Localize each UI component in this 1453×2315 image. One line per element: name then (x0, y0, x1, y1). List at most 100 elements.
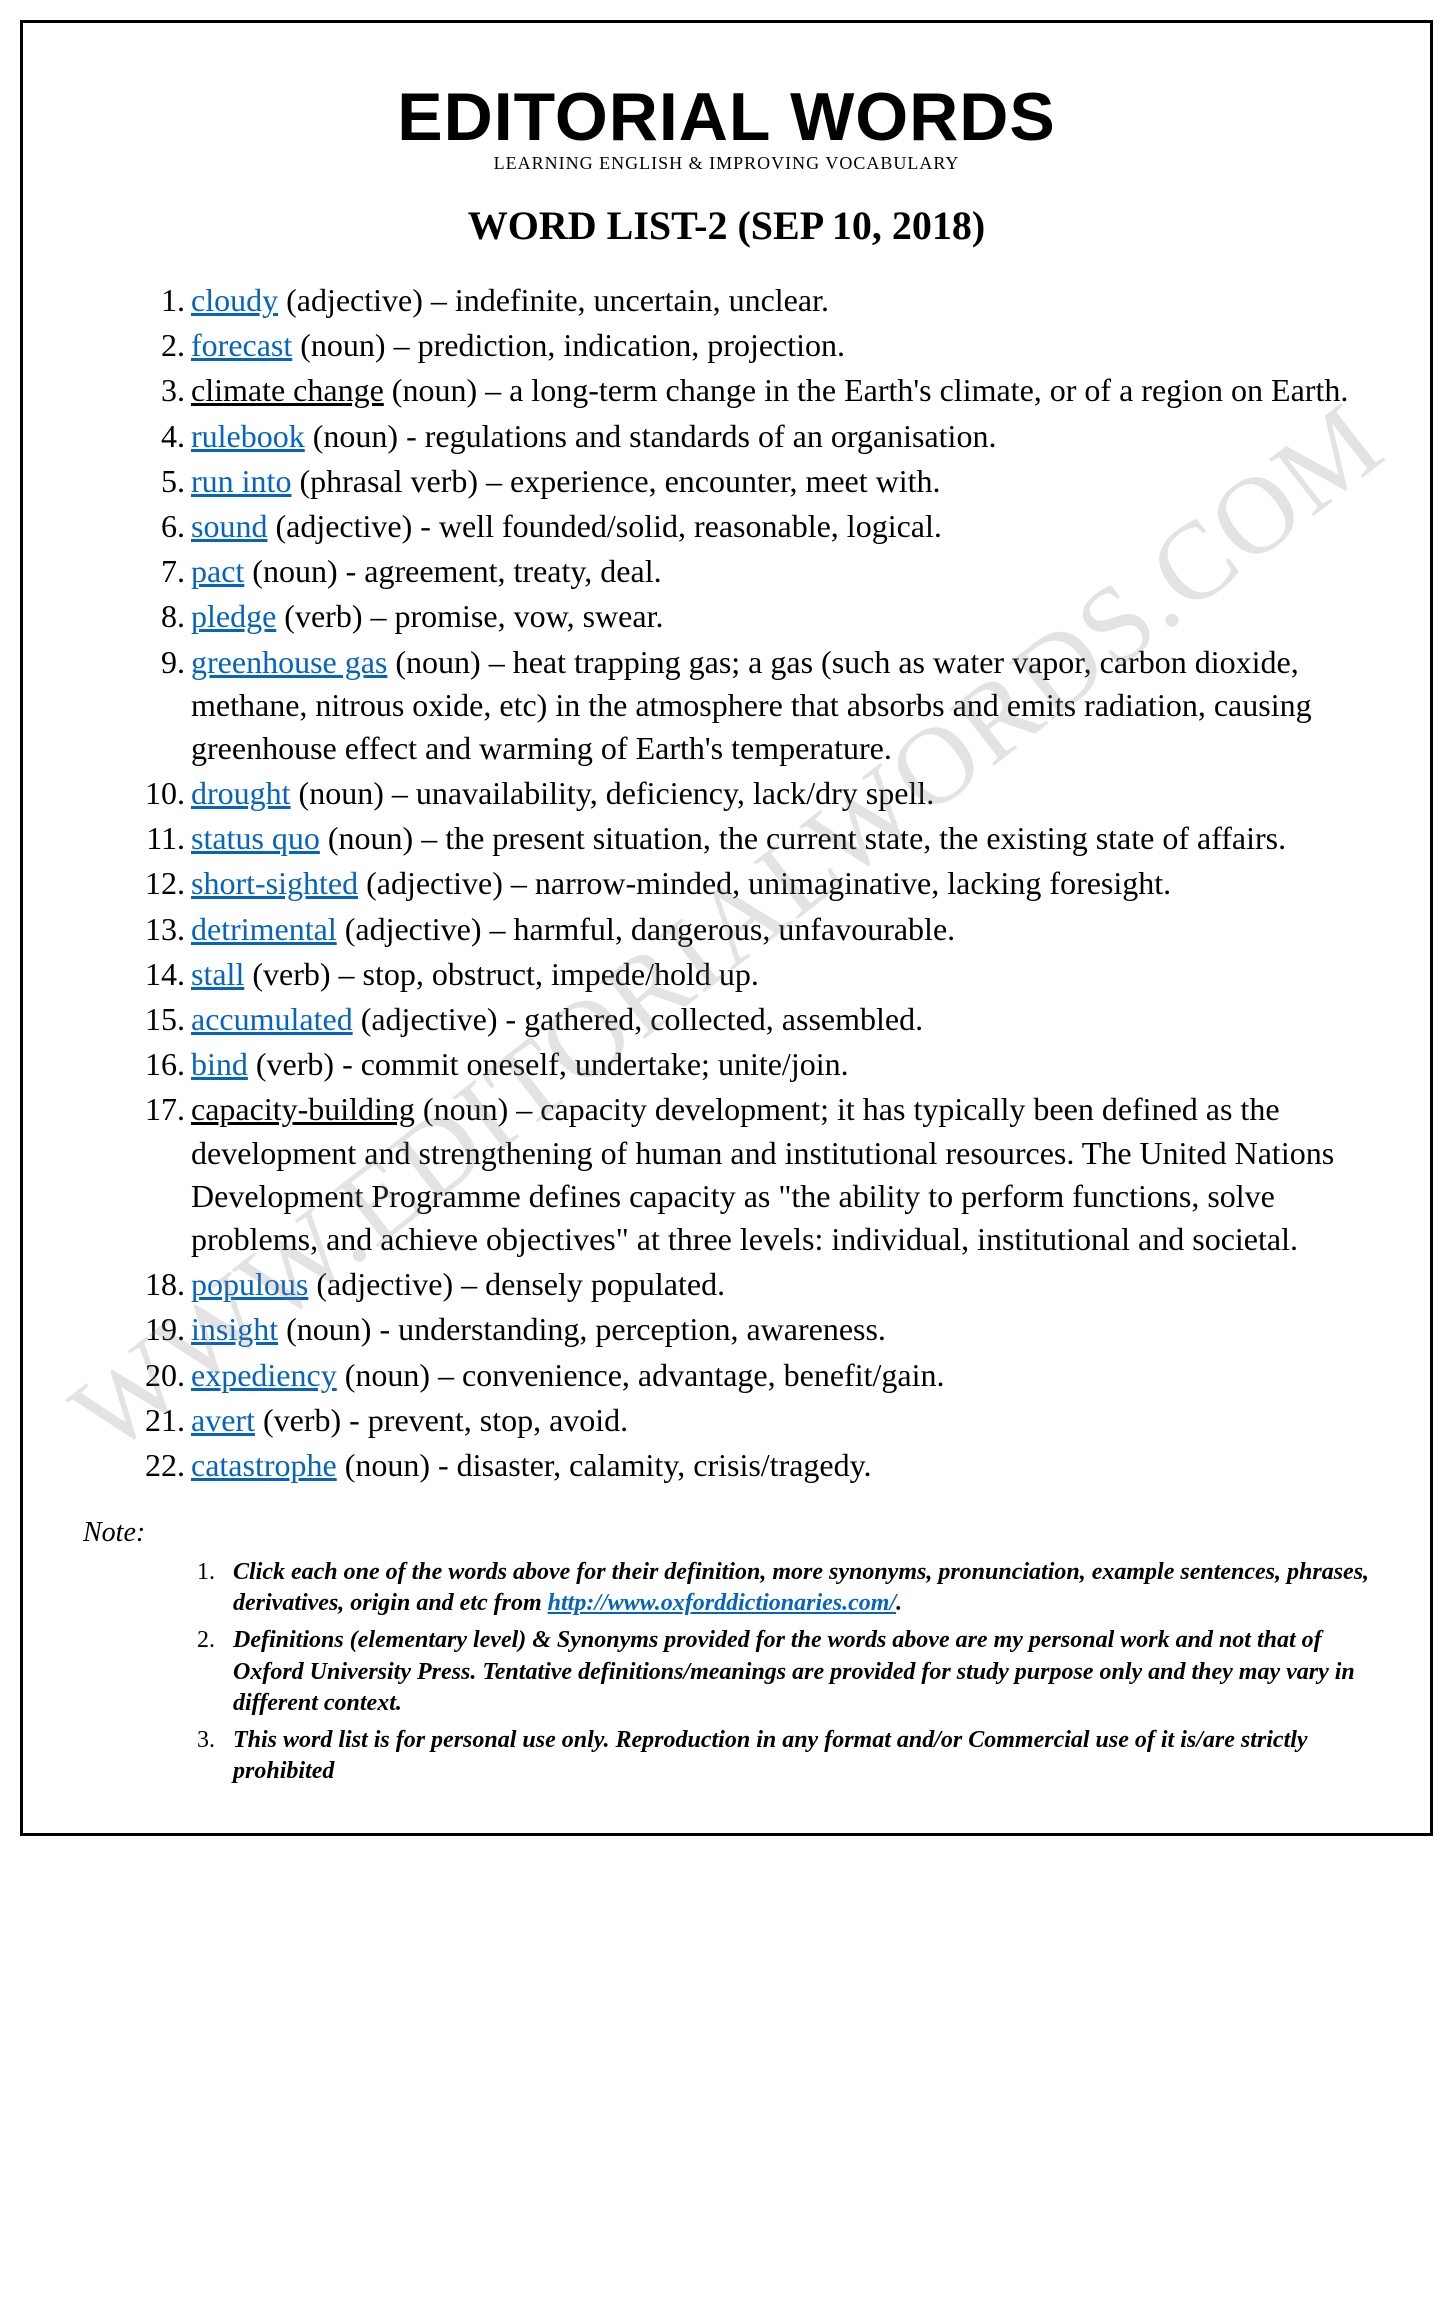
item-number: 20. (143, 1354, 191, 1397)
list-item: 18.populous (adjective) – densely popula… (143, 1263, 1380, 1306)
word-definition: (noun) – convenience, advantage, benefit… (337, 1357, 945, 1393)
item-content: capacity-building (noun) – capacity deve… (191, 1088, 1380, 1261)
item-number: 3. (143, 369, 191, 412)
note-number: 1. (193, 1557, 233, 1619)
list-item: 10.drought (noun) – unavailability, defi… (143, 772, 1380, 815)
word-definition: (adjective) – harmful, dangerous, unfavo… (337, 911, 955, 947)
item-number: 7. (143, 550, 191, 593)
list-item: 9.greenhouse gas (noun) – heat trapping … (143, 641, 1380, 771)
list-item: 5.run into (phrasal verb) – experience, … (143, 460, 1380, 503)
word-list: 1.cloudy (adjective) – indefinite, uncer… (143, 279, 1380, 1487)
word-term: capacity-building (191, 1091, 415, 1127)
word-term[interactable]: drought (191, 775, 291, 811)
list-item: 11.status quo (noun) – the present situa… (143, 817, 1380, 860)
word-definition: (noun) – the present situation, the curr… (320, 820, 1286, 856)
item-content: bind (verb) - commit oneself, undertake;… (191, 1043, 1380, 1086)
list-item: 16.bind (verb) - commit oneself, underta… (143, 1043, 1380, 1086)
word-term[interactable]: run into (191, 463, 291, 499)
item-content: run into (phrasal verb) – experience, en… (191, 460, 1380, 503)
word-term[interactable]: detrimental (191, 911, 337, 947)
item-content: cloudy (adjective) – indefinite, uncerta… (191, 279, 1380, 322)
item-content: avert (verb) - prevent, stop, avoid. (191, 1399, 1380, 1442)
item-number: 2. (143, 324, 191, 367)
word-definition: (phrasal verb) – experience, encounter, … (291, 463, 940, 499)
page-title: WORD LIST-2 (SEP 10, 2018) (73, 202, 1380, 249)
item-content: forecast (noun) – prediction, indication… (191, 324, 1380, 367)
word-definition: (noun) – unavailability, deficiency, lac… (291, 775, 935, 811)
note-content: Click each one of the words above for th… (233, 1557, 1380, 1619)
word-term[interactable]: cloudy (191, 282, 278, 318)
word-term[interactable]: bind (191, 1046, 248, 1082)
item-number: 17. (143, 1088, 191, 1261)
item-number: 16. (143, 1043, 191, 1086)
item-content: climate change (noun) – a long-term chan… (191, 369, 1380, 412)
word-definition: (adjective) - well founded/solid, reason… (267, 508, 941, 544)
word-definition: (noun) – a long-term change in the Earth… (384, 372, 1349, 408)
list-item: 15.accumulated (adjective) - gathered, c… (143, 998, 1380, 1041)
item-number: 4. (143, 415, 191, 458)
notes-list: 1.Click each one of the words above for … (193, 1557, 1380, 1787)
list-item: 19.insight (noun) - understanding, perce… (143, 1308, 1380, 1351)
header: EDITORIAL WORDS LEARNING ENGLISH & IMPRO… (73, 83, 1380, 249)
word-term[interactable]: insight (191, 1311, 278, 1347)
word-term[interactable]: catastrophe (191, 1447, 337, 1483)
item-content: catastrophe (noun) - disaster, calamity,… (191, 1444, 1380, 1487)
note-item: 2.Definitions (elementary level) & Synon… (193, 1625, 1380, 1719)
word-term[interactable]: short-sighted (191, 865, 358, 901)
list-item: 1.cloudy (adjective) – indefinite, uncer… (143, 279, 1380, 322)
note-content: This word list is for personal use only.… (233, 1725, 1380, 1787)
word-term[interactable]: populous (191, 1266, 308, 1302)
item-content: stall (verb) – stop, obstruct, impede/ho… (191, 953, 1380, 996)
note-item: 1.Click each one of the words above for … (193, 1557, 1380, 1619)
item-content: drought (noun) – unavailability, deficie… (191, 772, 1380, 815)
word-definition: (verb) – promise, vow, swear. (276, 598, 663, 634)
word-term[interactable]: greenhouse gas (191, 644, 387, 680)
item-content: sound (adjective) - well founded/solid, … (191, 505, 1380, 548)
word-term[interactable]: expediency (191, 1357, 337, 1393)
item-number: 10. (143, 772, 191, 815)
note-text: Definitions (elementary level) & Synonym… (233, 1627, 1355, 1715)
note-link[interactable]: http://www.oxforddictionaries.com/ (548, 1590, 896, 1616)
brand-tagline: LEARNING ENGLISH & IMPROVING VOCABULARY (73, 153, 1380, 174)
list-item: 14.stall (verb) – stop, obstruct, impede… (143, 953, 1380, 996)
item-number: 6. (143, 505, 191, 548)
note-number: 3. (193, 1725, 233, 1787)
item-number: 15. (143, 998, 191, 1041)
word-definition: (adjective) - gathered, collected, assem… (353, 1001, 923, 1037)
word-term[interactable]: accumulated (191, 1001, 353, 1037)
list-item: 12.short-sighted (adjective) – narrow-mi… (143, 862, 1380, 905)
word-definition: (verb) - commit oneself, undertake; unit… (248, 1046, 849, 1082)
word-term[interactable]: stall (191, 956, 244, 992)
word-term[interactable]: pact (191, 553, 244, 589)
word-term[interactable]: avert (191, 1402, 255, 1438)
list-item: 6.sound (adjective) - well founded/solid… (143, 505, 1380, 548)
word-term[interactable]: status quo (191, 820, 320, 856)
item-number: 19. (143, 1308, 191, 1351)
word-term[interactable]: rulebook (191, 418, 305, 454)
item-number: 14. (143, 953, 191, 996)
note-content: Definitions (elementary level) & Synonym… (233, 1625, 1380, 1719)
word-term[interactable]: sound (191, 508, 267, 544)
note-number: 2. (193, 1625, 233, 1719)
word-definition: (verb) – stop, obstruct, impede/hold up. (244, 956, 759, 992)
item-number: 12. (143, 862, 191, 905)
word-definition: (adjective) – narrow-minded, unimaginati… (358, 865, 1171, 901)
word-term[interactable]: pledge (191, 598, 276, 634)
word-definition: (noun) - disaster, calamity, crisis/trag… (337, 1447, 872, 1483)
item-content: insight (noun) - understanding, percepti… (191, 1308, 1380, 1351)
word-term[interactable]: forecast (191, 327, 292, 363)
list-item: 17.capacity-building (noun) – capacity d… (143, 1088, 1380, 1261)
word-definition: (adjective) – indefinite, uncertain, unc… (278, 282, 829, 318)
item-number: 21. (143, 1399, 191, 1442)
note-text-post: . (896, 1590, 902, 1616)
item-content: expediency (noun) – convenience, advanta… (191, 1354, 1380, 1397)
note-label: Note: (83, 1517, 1380, 1549)
item-number: 8. (143, 595, 191, 638)
list-item: 21.avert (verb) - prevent, stop, avoid. (143, 1399, 1380, 1442)
word-definition: (noun) - agreement, treaty, deal. (244, 553, 661, 589)
list-item: 20.expediency (noun) – convenience, adva… (143, 1354, 1380, 1397)
item-number: 1. (143, 279, 191, 322)
item-number: 5. (143, 460, 191, 503)
list-item: 7.pact (noun) - agreement, treaty, deal. (143, 550, 1380, 593)
item-content: populous (adjective) – densely populated… (191, 1263, 1380, 1306)
